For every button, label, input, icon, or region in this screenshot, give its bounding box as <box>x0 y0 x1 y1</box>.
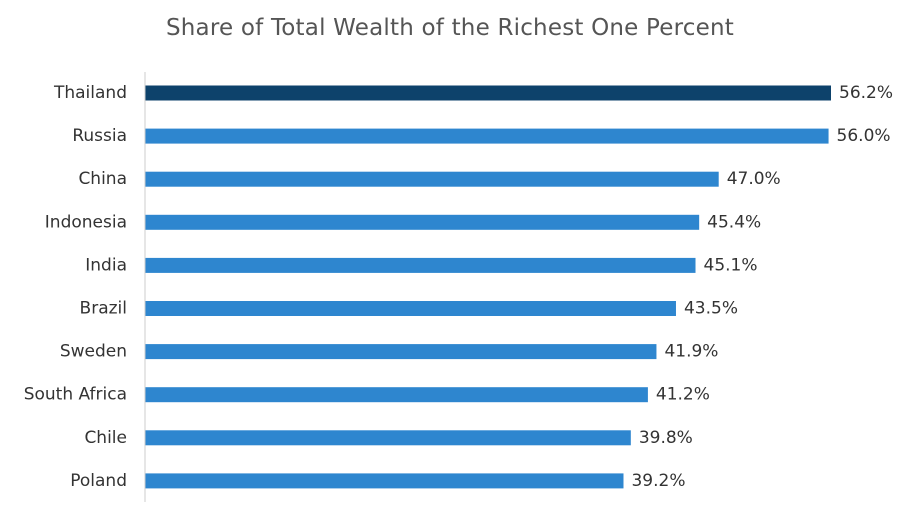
category-label: China <box>78 169 127 189</box>
bars-layer <box>145 85 831 489</box>
bar-sweden <box>145 344 657 360</box>
bar-south-africa <box>145 387 648 403</box>
bar-thailand <box>145 85 831 101</box>
category-label: South Africa <box>24 385 127 405</box>
value-label: 45.4% <box>707 212 761 232</box>
bar-indonesia <box>145 214 700 230</box>
value-label: 41.9% <box>664 342 718 362</box>
value-label: 45.1% <box>704 255 758 275</box>
bar-india <box>145 257 696 273</box>
category-label: Thailand <box>53 83 127 103</box>
value-label: 39.2% <box>631 471 685 491</box>
value-label: 39.8% <box>639 428 693 448</box>
bar-brazil <box>145 301 676 316</box>
category-label: Sweden <box>60 342 127 362</box>
labels-layer: Thailand 56.2% Russia 56.0% China 47.0% Indone… <box>24 83 893 491</box>
category-label: Poland <box>70 471 127 491</box>
bar-china <box>145 171 719 187</box>
bar-poland <box>145 473 624 489</box>
value-label: 47.0% <box>727 169 781 189</box>
category-label: Russia <box>72 126 127 146</box>
bar-russia <box>145 128 829 144</box>
value-label: 43.5% <box>684 299 738 319</box>
bar-chile <box>145 430 631 446</box>
category-label: India <box>85 255 127 275</box>
value-label: 56.0% <box>837 126 891 146</box>
value-label: 41.2% <box>656 385 710 405</box>
value-label: 56.2% <box>839 83 893 103</box>
category-label: Indonesia <box>45 212 127 232</box>
category-label: Chile <box>84 428 127 448</box>
category-label: Brazil <box>80 299 127 319</box>
chart-title: Share of Total Wealth of the Richest One… <box>165 15 734 41</box>
